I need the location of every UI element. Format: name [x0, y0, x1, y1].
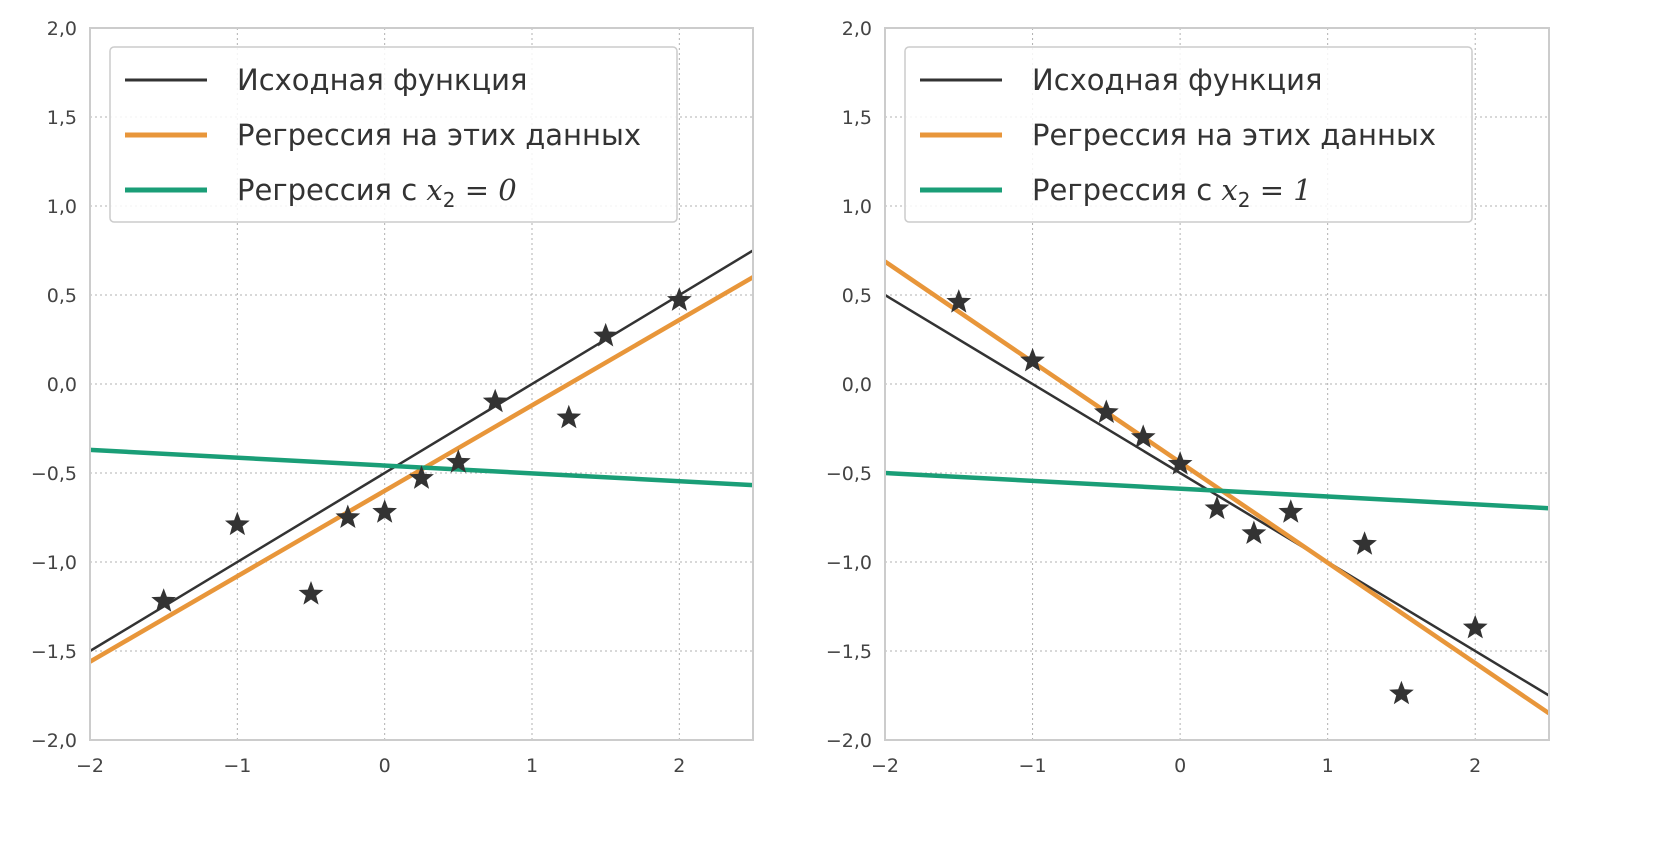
- legend-text: Регрессия с: [1032, 173, 1221, 207]
- data-point-star: [1020, 347, 1045, 372]
- legend-text: Регрессия с: [237, 173, 426, 207]
- y-tick-label: −0,5: [31, 463, 77, 485]
- y-tick-label: 2,0: [842, 18, 872, 40]
- data-point-star: [482, 388, 508, 413]
- data-point-star: [335, 504, 361, 528]
- x-tick-label: −2: [76, 755, 104, 777]
- y-tick-label: −2,0: [31, 730, 77, 752]
- legend-label: Регрессия на этих данных: [1032, 118, 1436, 152]
- math-subscript: 2: [443, 188, 456, 212]
- series-line-regression: [885, 259, 1549, 716]
- y-tick-label: 1,5: [842, 107, 872, 129]
- data-point-star: [151, 588, 176, 612]
- x-tick-label: 0: [379, 755, 391, 777]
- y-tick-label: −1,5: [31, 641, 77, 663]
- legend: Исходная функция Регрессия на этих данных…: [904, 46, 1473, 223]
- legend-text: Исходная функция: [1032, 63, 1322, 97]
- series-line-true_fn: [885, 293, 1549, 697]
- data-point-star: [667, 287, 692, 311]
- y-tick-label: 1,0: [842, 196, 872, 218]
- data-point-star: [1278, 499, 1304, 523]
- y-tick-label: −0,5: [826, 463, 872, 485]
- y-tick-label: 1,5: [47, 107, 77, 129]
- data-point-star: [1094, 399, 1119, 423]
- series-line-true_fn: [90, 249, 753, 653]
- math-subscript: 2: [1238, 188, 1251, 212]
- math-var: x: [426, 173, 442, 207]
- data-point-star: [1167, 451, 1193, 475]
- legend-text: Исходная функция: [237, 63, 527, 97]
- legend-label: Исходная функция: [1032, 63, 1322, 97]
- legend-label: Исходная функция: [237, 63, 527, 97]
- y-tick-label: 0,0: [47, 374, 77, 396]
- axes-frame: [89, 27, 754, 741]
- data-point-star: [1389, 680, 1414, 705]
- legend-label: Регрессия на этих данных: [237, 118, 641, 152]
- data-point-star: [1241, 520, 1267, 544]
- x-tick-label: 0: [1174, 755, 1186, 777]
- data-point-star: [409, 465, 434, 489]
- legend: Исходная функция Регрессия на этих данных…: [109, 46, 678, 223]
- y-tick-label: −1,0: [31, 552, 77, 574]
- data-point-star: [446, 449, 471, 473]
- legend-box: [109, 46, 678, 223]
- x-tick-label: −1: [1019, 755, 1047, 777]
- legend-label: Регрессия с x2 = 1: [1032, 173, 1312, 212]
- x-tick-label: 1: [526, 755, 538, 777]
- y-tick-label: −2,0: [826, 730, 872, 752]
- y-tick-label: −1,0: [826, 552, 872, 574]
- math-rest: = 0: [455, 173, 516, 207]
- series-line-regression_fixed: [885, 470, 1549, 511]
- data-point-star: [225, 511, 250, 536]
- x-tick-label: 1: [1322, 755, 1334, 777]
- y-tick-label: 0,5: [842, 285, 872, 307]
- data-point-star: [1352, 531, 1377, 555]
- y-tick-label: 0,5: [47, 285, 77, 307]
- data-point-star: [593, 322, 618, 347]
- x-tick-label: 2: [1469, 755, 1481, 777]
- y-tick-label: 2,0: [47, 18, 77, 40]
- panel-1: −2 −1 0 1 2 −2,0 −1,5 −1,0 −0,5 0,0 0,5 1,0 1,5 2,0 Ис…: [31, 18, 754, 777]
- math-var: x: [1221, 173, 1237, 207]
- legend-label: Регрессия с x2 = 0: [237, 173, 517, 212]
- plot-area: [885, 259, 1549, 716]
- plot-area: [90, 249, 753, 664]
- panel-2: −2 −1 0 1 2 −2,0 −1,5 −1,0 −0,5 0,0 0,5 1,0 1,5 2,0 Ис…: [826, 18, 1550, 777]
- legend-text: Регрессия на этих данных: [237, 118, 641, 152]
- y-tick-label: 1,0: [47, 196, 77, 218]
- data-point-star: [1204, 495, 1230, 520]
- data-point-star: [1462, 614, 1488, 639]
- data-point-star: [1130, 424, 1156, 448]
- data-point-star: [298, 581, 324, 605]
- axes-frame: [884, 27, 1550, 741]
- math-rest: = 1: [1250, 173, 1311, 207]
- legend-text: Регрессия на этих данных: [1032, 118, 1436, 152]
- x-tick-label: 2: [673, 755, 685, 777]
- legend-box: [904, 46, 1473, 223]
- data-point-star: [372, 499, 397, 523]
- data-point-star: [946, 289, 972, 313]
- data-point-star: [556, 404, 582, 429]
- x-tick-label: −1: [223, 755, 251, 777]
- y-tick-label: −1,5: [826, 641, 872, 663]
- y-tick-label: 0,0: [842, 374, 872, 396]
- x-tick-label: −2: [871, 755, 899, 777]
